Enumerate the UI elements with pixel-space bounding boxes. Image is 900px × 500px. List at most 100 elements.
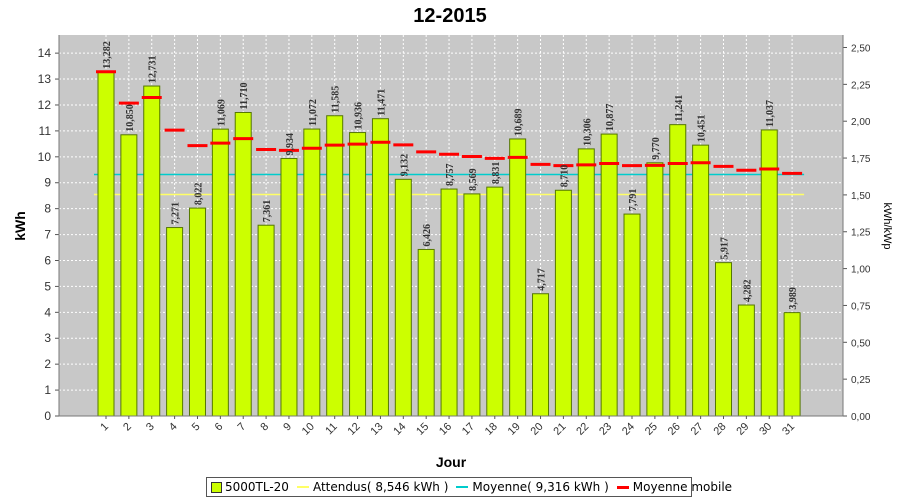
bar-value-labels: 13,282 10,850 12,731 7,271 8,022 11,069 11,710… bbox=[102, 41, 799, 309]
y2-tick-label: 1,25 bbox=[851, 228, 871, 239]
bar-value-label: 12,731 bbox=[148, 56, 159, 84]
bar bbox=[692, 144, 710, 417]
bar-value-label: 8,022 bbox=[193, 183, 204, 206]
x-tick-label: 14 bbox=[391, 421, 408, 438]
y-tick-label: 10 bbox=[38, 150, 52, 164]
bar bbox=[486, 186, 504, 417]
legend-label: Attendus( 8,546 kWh ) bbox=[312, 480, 449, 494]
y-tick-label: 12 bbox=[38, 98, 52, 112]
y-tick-label: 14 bbox=[38, 46, 52, 60]
y-tick-label: 1 bbox=[44, 383, 51, 397]
legend-swatch-line bbox=[456, 486, 469, 488]
bar bbox=[280, 158, 298, 417]
bar-value-label: 11,710 bbox=[239, 83, 250, 110]
bars bbox=[97, 71, 801, 417]
bar-value-label: 4,282 bbox=[742, 280, 753, 303]
x-tick-label: 18 bbox=[483, 421, 500, 438]
bar bbox=[188, 207, 206, 417]
x-tick-label: 8 bbox=[258, 421, 271, 434]
bar bbox=[326, 115, 344, 417]
y2-tick-label: 1,00 bbox=[851, 265, 871, 276]
x-tick-label: 23 bbox=[597, 421, 614, 438]
bar bbox=[257, 224, 275, 417]
y2-axis-label: kWh/kWp bbox=[881, 202, 893, 249]
bar-value-label: 8,757 bbox=[445, 164, 456, 187]
bar-value-label: 5,917 bbox=[719, 237, 730, 260]
y-tick-label: 13 bbox=[38, 72, 52, 86]
legend-swatch-bar bbox=[211, 481, 222, 493]
bar-value-label: 9,132 bbox=[399, 154, 410, 177]
bar-value-label: 11,241 bbox=[674, 95, 685, 122]
x-tick-label: 9 bbox=[281, 421, 294, 434]
bar bbox=[303, 128, 321, 417]
bar-value-label: 10,451 bbox=[697, 115, 708, 143]
bar bbox=[120, 134, 138, 417]
x-tick-label: 15 bbox=[414, 421, 431, 438]
x-tick-label: 13 bbox=[368, 421, 385, 438]
bar-value-label: 10,689 bbox=[514, 108, 525, 136]
bar bbox=[714, 262, 732, 417]
bar bbox=[371, 118, 389, 417]
x-tick-label: 7 bbox=[236, 421, 249, 434]
bar bbox=[97, 71, 115, 417]
y-tick-label: 2 bbox=[44, 357, 51, 371]
x-tick-label: 29 bbox=[734, 421, 751, 438]
bar-value-label: 10,936 bbox=[354, 102, 365, 130]
legend-swatch-line bbox=[616, 485, 629, 489]
y2-tick-label: 0,25 bbox=[851, 375, 871, 386]
legend-item-moving-average: Moyenne mobile bbox=[616, 480, 732, 494]
legend-swatch-line bbox=[296, 486, 309, 488]
bar-value-label: 11,585 bbox=[331, 86, 342, 113]
x-tick-label: 28 bbox=[711, 421, 728, 438]
bar-value-label: 8,710 bbox=[559, 165, 570, 188]
bar-value-label: 10,850 bbox=[125, 104, 136, 132]
legend-label: Moyenne( 9,316 kWh ) bbox=[472, 480, 609, 494]
y2-tick-label: 2,00 bbox=[851, 117, 871, 128]
y2-tick-label: 0,00 bbox=[851, 412, 871, 423]
y-tick-label: 7 bbox=[44, 228, 51, 242]
bar bbox=[440, 188, 458, 417]
x-tick-label: 25 bbox=[643, 421, 660, 438]
bar-value-label: 10,877 bbox=[605, 104, 616, 132]
x-tick-label: 16 bbox=[437, 421, 454, 438]
bar-value-label: 3,989 bbox=[788, 287, 799, 310]
moving-average bbox=[96, 70, 803, 175]
y-tick-label: 4 bbox=[44, 305, 51, 319]
x-tick-label: 3 bbox=[144, 421, 157, 434]
bar bbox=[760, 129, 778, 417]
bar-value-label: 13,282 bbox=[102, 41, 113, 69]
x-tick-label: 2 bbox=[121, 421, 134, 434]
bar-value-label: 11,471 bbox=[376, 89, 387, 116]
bar bbox=[394, 178, 412, 417]
bar bbox=[166, 227, 184, 417]
y-tick-label: 8 bbox=[44, 202, 51, 216]
bar-value-label: 6,426 bbox=[422, 224, 433, 247]
x-tick-label: 19 bbox=[506, 421, 523, 438]
bar bbox=[554, 189, 572, 417]
bar bbox=[737, 304, 755, 417]
legend-item-average: Moyenne( 9,316 kWh ) bbox=[456, 480, 609, 494]
y-axis-label: kWh bbox=[12, 211, 28, 241]
x-tick-label: 11 bbox=[323, 421, 340, 438]
y2-tick-label: 1,50 bbox=[851, 191, 871, 202]
bar bbox=[577, 148, 595, 417]
x-tick-label: 24 bbox=[620, 421, 637, 438]
bar-value-label: 4,717 bbox=[537, 268, 548, 291]
bar bbox=[600, 133, 618, 417]
y-tick-label: 5 bbox=[44, 279, 51, 293]
y2-tick-label: 0,50 bbox=[851, 338, 871, 349]
x-axis-label: Jour bbox=[436, 454, 467, 470]
y2-tick-label: 0,75 bbox=[851, 301, 871, 312]
bar bbox=[417, 248, 435, 417]
y2-tick-label: 1,75 bbox=[851, 154, 871, 165]
bar bbox=[234, 111, 252, 417]
bar-value-label: 9,770 bbox=[651, 137, 662, 160]
bar bbox=[532, 293, 550, 417]
legend-item-expected: Attendus( 8,546 kWh ) bbox=[296, 480, 449, 494]
legend-item-production: 5000TL-20 bbox=[211, 480, 289, 494]
y-tick-label: 6 bbox=[44, 253, 51, 267]
bar-value-label: 7,791 bbox=[628, 189, 639, 212]
bar bbox=[349, 132, 367, 417]
y2-tick-label: 2,25 bbox=[851, 80, 871, 91]
